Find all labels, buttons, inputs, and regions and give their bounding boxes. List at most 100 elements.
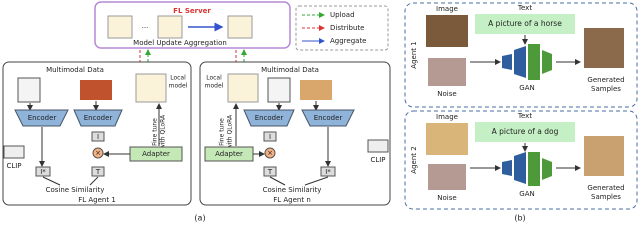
noise-image bbox=[428, 164, 466, 190]
clip-icon bbox=[367, 139, 389, 153]
gan-shape bbox=[502, 152, 526, 184]
local-model: Local bbox=[170, 75, 186, 82]
encoder bbox=[73, 109, 123, 127]
agent-label: Agent 2 bbox=[410, 146, 418, 173]
output-label: Samples bbox=[591, 85, 621, 93]
noise-label: Noise bbox=[437, 194, 456, 202]
adapter-label: Adapter bbox=[215, 150, 243, 158]
encoder-label: Encoder bbox=[255, 114, 284, 122]
output-label: Samples bbox=[591, 193, 621, 201]
clip-label: CLIP bbox=[6, 162, 21, 170]
arrow bbox=[304, 176, 329, 186]
figure: FL Server ··· Model Update Aggregation U… bbox=[2, 1, 638, 223]
generated-images bbox=[584, 28, 624, 68]
prompt-box bbox=[475, 14, 575, 34]
feature-label: I bbox=[269, 133, 271, 141]
gan-shape bbox=[528, 44, 552, 80]
local-model: model bbox=[169, 83, 188, 90]
agent-1: Multimodal Data Local model Encoder Enco… bbox=[2, 61, 192, 206]
data-label: Multimodal Data bbox=[46, 66, 104, 74]
feature-box bbox=[263, 131, 277, 142]
clip-icon bbox=[3, 145, 25, 159]
fine-tune: with QLoRA bbox=[160, 114, 167, 149]
local-model: Local bbox=[206, 75, 222, 82]
feature-label: I* bbox=[40, 168, 46, 176]
encoder-label: Encoder bbox=[314, 114, 343, 122]
data-label: Multimodal Data bbox=[261, 66, 319, 74]
agent-title: FL Agent n bbox=[273, 196, 311, 204]
dog-image bbox=[300, 80, 332, 100]
model-icon bbox=[135, 73, 167, 103]
model-icon bbox=[157, 15, 183, 39]
similarity: Cosine Similarity bbox=[263, 186, 322, 194]
car-image bbox=[80, 80, 112, 100]
adapter-label: Adapter bbox=[142, 150, 170, 158]
agent-title: FL Agent 1 bbox=[78, 196, 116, 204]
image-label: Image bbox=[436, 5, 458, 13]
legend-label: Upload bbox=[330, 11, 355, 19]
multiply-symbol: × bbox=[267, 149, 273, 157]
legend: Upload Distribute Aggregate bbox=[295, 5, 389, 51]
document-icon bbox=[267, 77, 291, 103]
input-image bbox=[426, 15, 468, 47]
arrow bbox=[269, 176, 286, 186]
feature-box bbox=[91, 166, 105, 177]
feature-label: T bbox=[95, 168, 101, 176]
fine-tune: Fine tune bbox=[219, 118, 226, 146]
agent-label: Agent 1 bbox=[410, 41, 418, 68]
prompt: A picture of a horse bbox=[488, 19, 562, 28]
gan-label: GAN bbox=[519, 190, 534, 198]
gan-shape bbox=[502, 46, 526, 78]
gan-label: GAN bbox=[519, 84, 534, 92]
multiply-symbol: × bbox=[95, 149, 101, 157]
noise-image bbox=[428, 58, 466, 86]
panel-b-agent-2: Agent 2 Image Noise Text A picture of a … bbox=[404, 110, 638, 210]
agent-n: Multimodal Data Local model Encoder Enco… bbox=[199, 61, 391, 206]
model-icon bbox=[227, 73, 259, 103]
legend-label: Distribute bbox=[330, 24, 364, 32]
encoder bbox=[14, 109, 69, 127]
legend-label: Aggregate bbox=[330, 37, 367, 45]
document-icon bbox=[17, 77, 41, 103]
text-label: Text bbox=[517, 112, 532, 120]
fine-tune: Fine tune bbox=[152, 118, 159, 146]
fine-tune: with QLoRA bbox=[227, 114, 234, 149]
generated-images bbox=[584, 136, 624, 176]
clip-label: CLIP bbox=[370, 156, 385, 164]
feature-box bbox=[263, 166, 277, 177]
ellipsis: ··· bbox=[142, 24, 149, 32]
arrow bbox=[89, 176, 99, 186]
noise-label: Noise bbox=[437, 90, 456, 98]
output-label: Generated bbox=[587, 76, 624, 84]
encoder bbox=[243, 109, 295, 127]
multiply bbox=[264, 147, 276, 159]
local-model: model bbox=[205, 83, 224, 90]
prompt: A picture of a dog bbox=[492, 127, 559, 136]
panel-b-agent-1: Agent 1 Image Noise Text A picture of a … bbox=[404, 2, 638, 108]
feature-label: T bbox=[267, 168, 273, 176]
feature-box bbox=[320, 166, 336, 177]
input-image bbox=[426, 123, 468, 155]
encoder-label: Encoder bbox=[84, 114, 113, 122]
output-label: Generated bbox=[587, 184, 624, 192]
model-icon bbox=[227, 15, 253, 39]
feature-label: I* bbox=[325, 168, 331, 176]
image-label: Image bbox=[436, 113, 458, 121]
arrow bbox=[42, 176, 61, 186]
server-title: FL Server bbox=[173, 7, 211, 15]
panel-label: (b) bbox=[514, 214, 525, 223]
encoder bbox=[301, 109, 355, 127]
text-label: Text bbox=[517, 4, 532, 12]
encoder-label: Encoder bbox=[28, 114, 57, 122]
page: FL Server ··· Model Update Aggregation U… bbox=[2, 1, 638, 223]
feature-box bbox=[35, 166, 51, 177]
panel-label: (a) bbox=[194, 214, 205, 223]
feature-label: I bbox=[97, 133, 99, 141]
prompt-box bbox=[475, 122, 575, 142]
feature-box bbox=[91, 131, 105, 142]
model-icon bbox=[107, 15, 133, 39]
similarity: Cosine Similarity bbox=[46, 186, 105, 194]
server: FL Server ··· Model Update Aggregation bbox=[94, 1, 291, 49]
gan-shape bbox=[528, 152, 552, 186]
server-caption: Model Update Aggregation bbox=[133, 39, 227, 47]
